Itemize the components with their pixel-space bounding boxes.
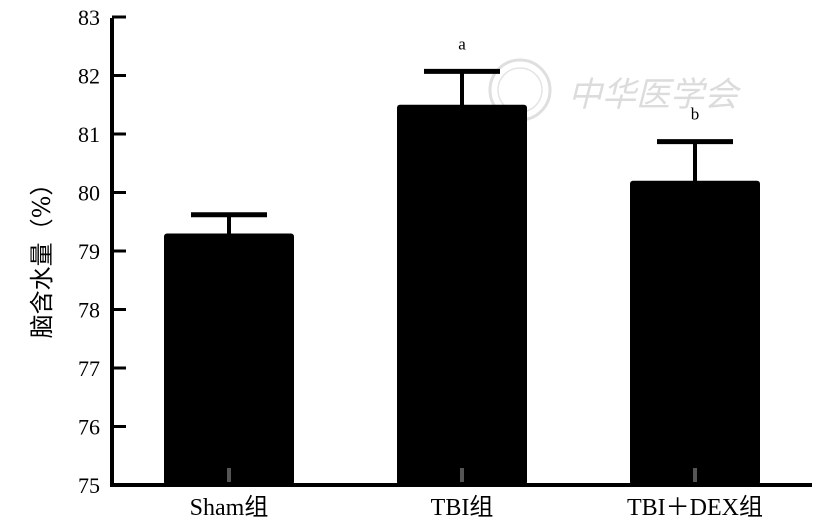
y-tick-label: 80	[78, 181, 100, 206]
y-tick-label: 81	[78, 122, 100, 147]
watermark-text: 中华医学会	[568, 75, 742, 115]
significance-label: a	[458, 34, 466, 53]
y-tick-label: 75	[78, 473, 100, 498]
significance-label: b	[691, 105, 700, 124]
y-tick-label: 79	[78, 239, 100, 264]
bar	[164, 233, 294, 485]
x-category-label: Sham组	[190, 494, 269, 521]
x-axis-labels: Sham组 TBI组 TBI＋DEX组	[190, 494, 763, 521]
x-category-label: TBI＋DEX组	[627, 494, 763, 521]
y-axis-ticks: 75 76 77 78 79 80 81 82 83	[78, 5, 126, 498]
bar	[630, 180, 760, 486]
plot-area: ab	[164, 34, 760, 486]
y-axis-label: 脑含水量（%）	[28, 172, 56, 339]
y-tick-label: 83	[78, 5, 100, 30]
y-tick-label: 76	[78, 415, 100, 440]
y-tick-label: 77	[78, 356, 100, 381]
x-category-label: TBI组	[431, 494, 494, 521]
y-tick-label: 82	[78, 64, 100, 89]
bar	[397, 104, 527, 485]
watermark: 中华医学会	[488, 58, 742, 122]
y-tick-label: 78	[78, 298, 100, 323]
